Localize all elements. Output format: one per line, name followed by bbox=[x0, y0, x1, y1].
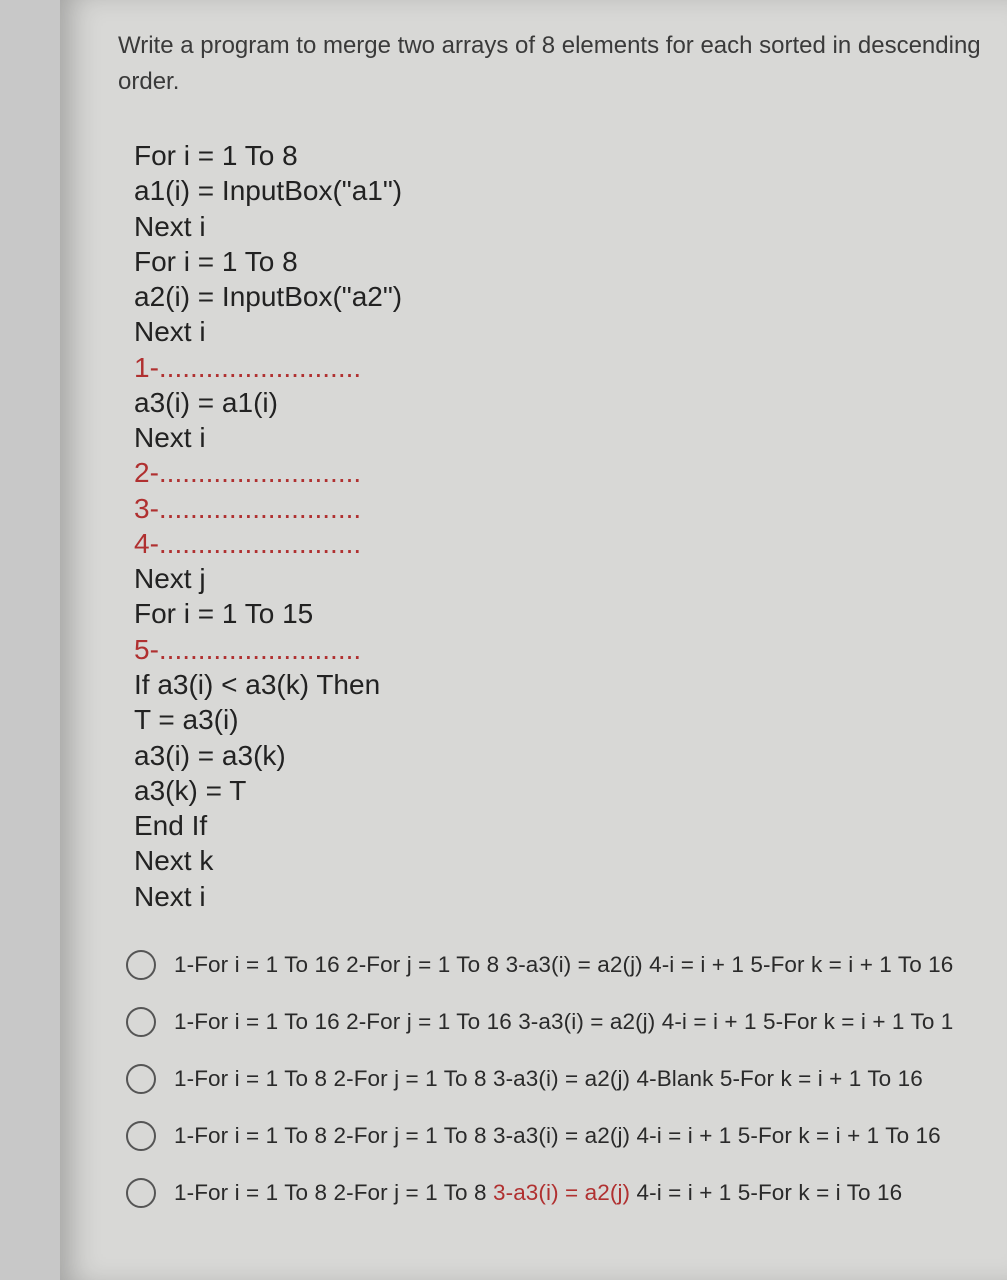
code-line: If a3(i) < a3(k) Then bbox=[134, 667, 998, 702]
option-4[interactable]: 1-For i = 1 To 8 2-For j = 1 To 8 3-a3(i… bbox=[126, 1121, 998, 1151]
radio-icon bbox=[126, 1007, 156, 1037]
code-line: For i = 1 To 15 bbox=[134, 596, 998, 631]
option-text-part: 4-i = i + 1 5-For k = i To 16 bbox=[630, 1180, 902, 1205]
option-text: 1-For i = 1 To 16 2-For j = 1 To 8 3-a3(… bbox=[174, 952, 953, 978]
code-blank-4: 4-.......................... bbox=[134, 526, 998, 561]
code-block: For i = 1 To 8 a1(i) = InputBox("a1") Ne… bbox=[134, 138, 998, 914]
code-line: Next i bbox=[134, 420, 998, 455]
code-line: a3(i) = a3(k) bbox=[134, 738, 998, 773]
code-line: Next i bbox=[134, 879, 998, 914]
code-blank-2: 2-.......................... bbox=[134, 455, 998, 490]
code-line: For i = 1 To 8 bbox=[134, 138, 998, 173]
code-line: Next k bbox=[134, 843, 998, 878]
page-surface: Write a program to merge two arrays of 8… bbox=[60, 0, 1007, 1280]
code-line: End If bbox=[134, 808, 998, 843]
code-line: For i = 1 To 8 bbox=[134, 244, 998, 279]
code-blank-1: 1-.......................... bbox=[134, 350, 998, 385]
content-area: Write a program to merge two arrays of 8… bbox=[118, 28, 998, 1235]
option-text: 1-For i = 1 To 8 2-For j = 1 To 8 3-a3(i… bbox=[174, 1180, 902, 1206]
options-group: 1-For i = 1 To 16 2-For j = 1 To 8 3-a3(… bbox=[126, 950, 998, 1208]
code-blank-5: 5-.......................... bbox=[134, 632, 998, 667]
option-2[interactable]: 1-For i = 1 To 16 2-For j = 1 To 16 3-a3… bbox=[126, 1007, 998, 1037]
option-3[interactable]: 1-For i = 1 To 8 2-For j = 1 To 8 3-a3(i… bbox=[126, 1064, 998, 1094]
option-text: 1-For i = 1 To 16 2-For j = 1 To 16 3-a3… bbox=[174, 1009, 953, 1035]
option-text: 1-For i = 1 To 8 2-For j = 1 To 8 3-a3(i… bbox=[174, 1123, 941, 1149]
option-1[interactable]: 1-For i = 1 To 16 2-For j = 1 To 8 3-a3(… bbox=[126, 950, 998, 980]
code-line: a1(i) = InputBox("a1") bbox=[134, 173, 998, 208]
option-text-highlight: 3-a3(i) = a2(j) bbox=[493, 1180, 630, 1205]
code-line: a3(i) = a1(i) bbox=[134, 385, 998, 420]
code-line: T = a3(i) bbox=[134, 702, 998, 737]
question-text: Write a program to merge two arrays of 8… bbox=[118, 28, 998, 100]
code-blank-3: 3-.......................... bbox=[134, 491, 998, 526]
radio-icon bbox=[126, 1121, 156, 1151]
option-5[interactable]: 1-For i = 1 To 8 2-For j = 1 To 8 3-a3(i… bbox=[126, 1178, 998, 1208]
radio-icon bbox=[126, 950, 156, 980]
code-line: Next j bbox=[134, 561, 998, 596]
radio-icon bbox=[126, 1178, 156, 1208]
code-line: Next i bbox=[134, 314, 998, 349]
code-line: Next i bbox=[134, 209, 998, 244]
radio-icon bbox=[126, 1064, 156, 1094]
option-text: 1-For i = 1 To 8 2-For j = 1 To 8 3-a3(i… bbox=[174, 1066, 923, 1092]
code-line: a2(i) = InputBox("a2") bbox=[134, 279, 998, 314]
code-line: a3(k) = T bbox=[134, 773, 998, 808]
option-text-part: 1-For i = 1 To 8 2-For j = 1 To 8 bbox=[174, 1180, 493, 1205]
